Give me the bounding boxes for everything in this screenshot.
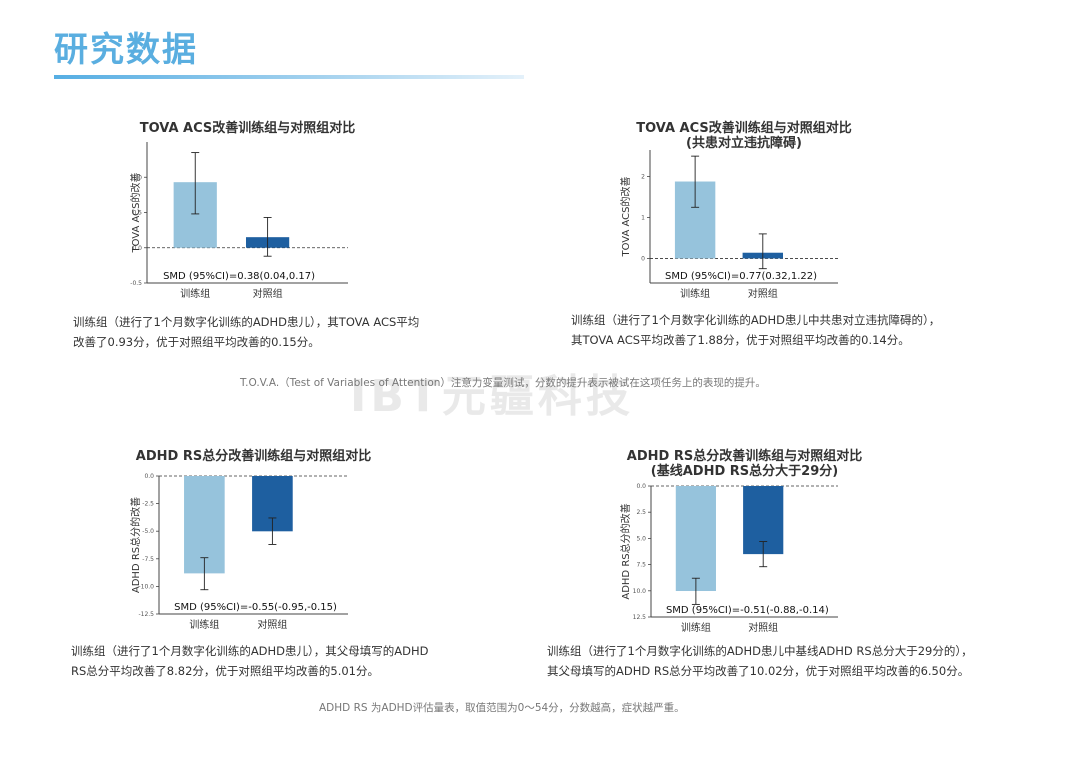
y-tick-label: -12.5	[138, 611, 154, 618]
chart-title: ADHD RS总分改善训练组与对照组对比	[627, 448, 862, 464]
chart-title: (共患对立违抗障碍)	[686, 135, 802, 151]
description-line: 训练组（进行了1个月数字化训练的ADHD患儿），其父母填写的ADHD	[71, 644, 429, 658]
page-title: 研究数据	[54, 30, 198, 70]
y-axis-label: ADHD RS总分的改善	[619, 503, 632, 599]
chart-title: TOVA ACS改善训练组与对照组对比	[636, 120, 852, 136]
chart-adhd-rs: ADHD RS总分改善训练组与对照组对比 0.0 -2.5 -5.0 -7.5 -10.0…	[129, 448, 371, 631]
description-tova-odd: 训练组（进行了1个月数字化训练的ADHD患儿中共患对立违抗障碍的）， 其TOVA…	[571, 310, 940, 350]
x-category-label: 训练组	[189, 618, 219, 631]
y-tick-label: 0.0	[636, 483, 646, 490]
chart-title: (基线ADHD RS总分大于29分)	[651, 463, 838, 479]
description-line: 训练组（进行了1个月数字化训练的ADHD患儿中基线ADHD RS总分大于29分的…	[547, 644, 973, 658]
y-tick-label: 1.0	[132, 174, 142, 181]
watermark: IBT元疆科技	[350, 371, 634, 422]
x-category-label: 对照组	[748, 287, 778, 300]
y-tick-label: 0.0	[132, 245, 142, 252]
description-line: 其TOVA ACS平均改善了1.88分，优于对照组平均改善的0.14分。	[571, 333, 910, 347]
chart-title: ADHD RS总分改善训练组与对照组对比	[136, 448, 371, 464]
description-line: RS总分平均改善了8.82分，优于对照组平均改善的5.01分。	[71, 664, 379, 678]
y-tick-label: -0.5	[130, 280, 142, 287]
y-tick-label: 2	[641, 174, 645, 181]
description-line: 其父母填写的ADHD RS总分平均改善了10.02分，优于对照组平均改善的6.5…	[547, 664, 970, 678]
description-line: 改善了0.93分，优于对照组平均改善的0.15分。	[73, 335, 320, 349]
y-axis-label: TOVA ACS的改善	[619, 176, 632, 257]
tova-footnote: T.O.V.A.（Test of Variables of Attention）…	[240, 377, 766, 389]
y-tick-label: 0	[641, 255, 645, 262]
y-tick-label: -10.0	[138, 583, 154, 590]
bar	[675, 486, 716, 592]
description-line: 训练组（进行了1个月数字化训练的ADHD患儿中共患对立违抗障碍的），	[571, 313, 941, 327]
y-tick-label: 12.5	[633, 614, 647, 621]
y-axis-label: TOVA ACS的改善	[129, 172, 142, 253]
smd-annotation: SMD (95%CI)=-0.55(-0.95,-0.15)	[174, 602, 337, 613]
y-tick-label: -5.0	[142, 528, 154, 535]
y-tick-label: 10.0	[633, 588, 647, 595]
x-category-label: 训练组	[681, 621, 711, 634]
x-category-label: 训练组	[680, 287, 710, 300]
y-axis-label: ADHD RS总分的改善	[129, 497, 142, 593]
smd-annotation: SMD (95%CI)=-0.51(-0.88,-0.14)	[666, 605, 829, 616]
bar	[184, 476, 225, 574]
chart-tova-acs-odd: TOVA ACS改善训练组与对照组对比(共患对立违抗障碍) 0 1 2 TOVA ACS…	[619, 120, 852, 300]
y-tick-label: 7.5	[636, 562, 646, 569]
x-category-label: 训练组	[180, 287, 210, 300]
y-tick-label: 0.5	[132, 210, 142, 217]
smd-annotation: SMD (95%CI)=0.77(0.32,1.22)	[665, 271, 817, 282]
x-category-label: 对照组	[748, 621, 778, 634]
description-adhd-rs: 训练组（进行了1个月数字化训练的ADHD患儿），其父母填写的ADHD RS总分平…	[71, 641, 429, 681]
y-tick-label: -7.5	[142, 556, 154, 563]
chart-title: TOVA ACS改善训练组与对照组对比	[140, 120, 356, 136]
description-tova: 训练组（进行了1个月数字化训练的ADHD患儿），其TOVA ACS平均 改善了0…	[73, 312, 419, 352]
description-line: 训练组（进行了1个月数字化训练的ADHD患儿），其TOVA ACS平均	[73, 315, 420, 329]
y-tick-label: -2.5	[142, 501, 154, 508]
description-adhd-rs-high-baseline: 训练组（进行了1个月数字化训练的ADHD患儿中基线ADHD RS总分大于29分的…	[547, 641, 973, 681]
x-category-label: 对照组	[253, 287, 283, 300]
smd-annotation: SMD (95%CI)=0.38(0.04,0.17)	[163, 271, 315, 282]
adhd-rs-footnote: ADHD RS 为ADHD评估量表，取值范围为0～54分，分数越高，症状越严重。	[319, 702, 685, 714]
chart-adhd-rs-high-baseline: ADHD RS总分改善训练组与对照组对比(基线ADHD RS总分大于29分) 0.…	[619, 448, 862, 634]
y-tick-label: 2.5	[636, 509, 646, 516]
y-tick-label: 0.0	[144, 473, 154, 480]
y-tick-label: 5.0	[636, 535, 646, 542]
x-category-label: 对照组	[257, 618, 287, 631]
title-underline	[54, 75, 524, 79]
y-tick-label: 1	[641, 215, 645, 222]
